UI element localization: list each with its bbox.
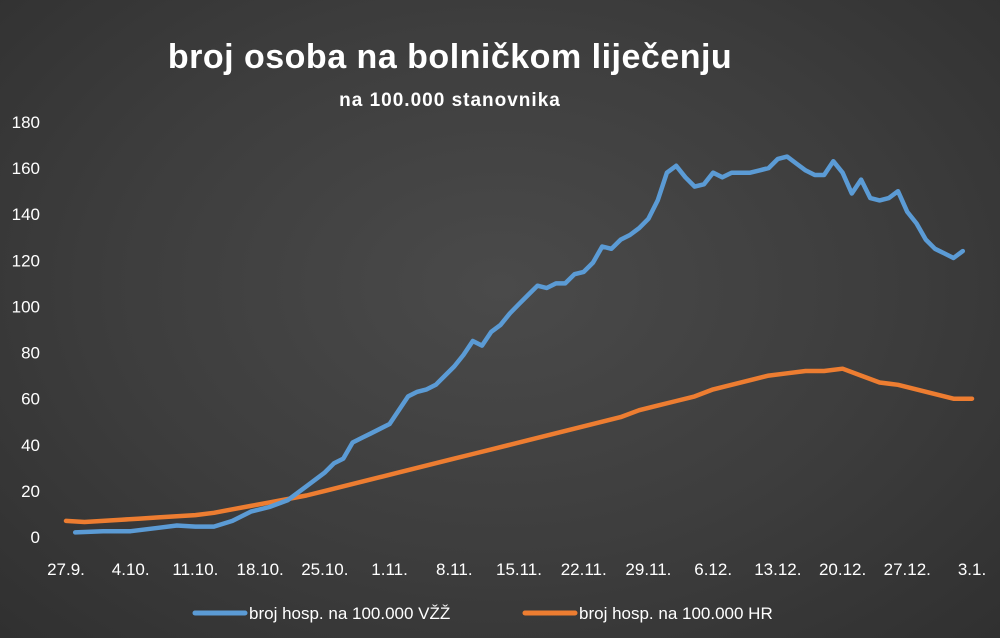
x-tick-label: 27.12. [884,560,931,579]
y-tick-label: 160 [12,159,40,178]
x-tick-label: 13.12. [754,560,801,579]
y-tick-label: 100 [12,297,40,316]
x-tick-label: 11.10. [172,560,218,579]
x-tick-label: 29.11. [625,560,671,579]
y-tick-label: 20 [21,482,40,501]
x-axis: 27.9. 4.10. 11.10. 18.10. 25.10. 1.11. 8.11. 15… [47,560,986,579]
y-tick-label: 180 [12,113,40,132]
series-line-0 [72,154,966,535]
plot-area [63,154,975,535]
y-tick-label: 0 [31,528,40,547]
chart-title: broj osoba na bolničkom liječenju [168,38,732,76]
x-tick-label: 4.10. [112,560,150,579]
chart-subtitle: na 100.000 stanovnika [339,90,561,111]
series-line-1 [63,366,975,525]
y-tick-label: 60 [21,390,40,409]
legend: broj hosp. na 100.000 VŽŽ broj hosp. na 1… [192,604,773,623]
x-tick-label: 25.10. [301,560,348,579]
x-tick-label: 6.12. [694,560,732,579]
x-tick-label: 20.12. [819,560,866,579]
y-tick-label: 40 [21,436,40,455]
y-tick-label: 140 [12,205,40,224]
legend-label: broj hosp. na 100.000 HR [579,604,773,623]
x-tick-label: 3.1. [958,560,986,579]
legend-label: broj hosp. na 100.000 VŽŽ [249,604,450,623]
y-axis: 0 20 40 60 80 100 120 140 160 180 [12,113,40,547]
y-tick-label: 80 [21,344,40,363]
x-tick-label: 22.11. [561,560,607,579]
x-tick-label: 18.10. [237,560,284,579]
x-tick-label: 8.11. [436,560,473,579]
y-tick-label: 120 [12,251,40,270]
x-tick-label: 1.11. [371,560,408,579]
x-tick-label: 27.9. [47,560,85,579]
x-tick-label: 15.11. [496,560,542,579]
